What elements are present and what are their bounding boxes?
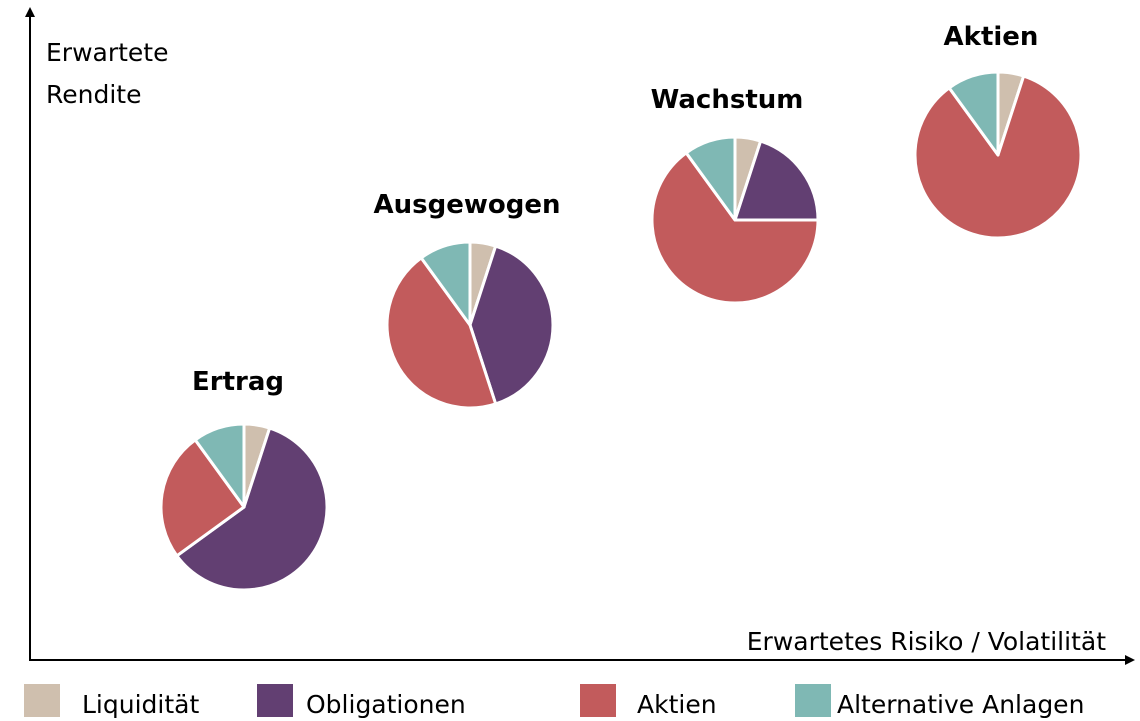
pie-slice	[684, 135, 737, 222]
x-axis-label: Erwartetes Risiko / Volatilität	[747, 627, 1106, 656]
pie-slice	[385, 256, 498, 410]
legend-swatch	[257, 684, 293, 717]
pie-title: Wachstum	[651, 85, 804, 115]
legend-label: Aktien	[637, 690, 717, 719]
legend-label: Obligationen	[306, 690, 466, 719]
pie-title: Ertrag	[192, 367, 284, 397]
y-axis-label: Erwartete Rendite	[46, 38, 169, 109]
pie-title: Ausgewogen	[374, 190, 561, 220]
legend-label: Alternative Anlagen	[837, 690, 1084, 719]
legend-swatch	[580, 684, 616, 717]
pie-slice	[733, 139, 820, 222]
pie-slice	[159, 438, 246, 558]
pie-slice	[419, 240, 472, 327]
legend-label: Liquidität	[82, 690, 199, 719]
pie-slice	[193, 422, 246, 509]
pie-slice	[913, 74, 1083, 240]
pie-slice	[468, 244, 555, 406]
pie-title: Aktien	[944, 22, 1039, 52]
legend-swatch	[795, 684, 831, 717]
pie-slice	[650, 151, 820, 305]
pie-slice	[947, 70, 1000, 157]
pie-slice	[175, 426, 329, 592]
legend-swatch	[24, 684, 60, 717]
